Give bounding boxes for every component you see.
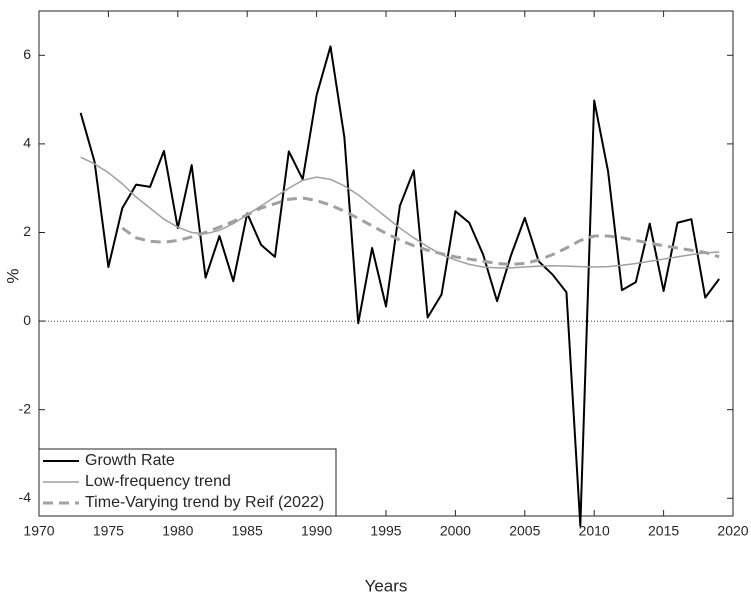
- y-tick-label: 0: [23, 312, 31, 328]
- x-tick-label: 1980: [162, 523, 193, 539]
- series-line: [121, 196, 720, 266]
- x-tick-label: 2010: [579, 523, 610, 539]
- x-tick-label: 1990: [301, 523, 332, 539]
- x-tick-label: 2015: [648, 523, 679, 539]
- x-tick-label: 1970: [23, 523, 54, 539]
- x-tick-label: 1975: [93, 523, 124, 539]
- legend-label: Low-frequency trend: [85, 473, 231, 490]
- x-tick-label: 2005: [509, 523, 540, 539]
- series-line: [79, 45, 720, 527]
- y-tick-label: 6: [23, 46, 31, 62]
- legend-label: Time-Varying trend by Reif (2022): [85, 494, 324, 511]
- y-tick-label: 2: [23, 223, 31, 239]
- y-tick-label: -4: [19, 489, 32, 505]
- x-tick-label: 1985: [232, 523, 263, 539]
- plot-area: [38, 10, 734, 517]
- legend-label: Growth Rate: [85, 452, 175, 469]
- legend-box: [38, 448, 337, 517]
- x-tick-label: 2000: [440, 523, 471, 539]
- y-tick-label: 4: [23, 135, 31, 151]
- x-axis-title: Years: [365, 576, 408, 595]
- y-axis-title: %: [3, 268, 22, 283]
- x-tick-label: 1995: [370, 523, 401, 539]
- y-tick-label: -2: [19, 400, 32, 416]
- x-tick-label: 2020: [717, 523, 748, 539]
- series-line: [80, 156, 720, 269]
